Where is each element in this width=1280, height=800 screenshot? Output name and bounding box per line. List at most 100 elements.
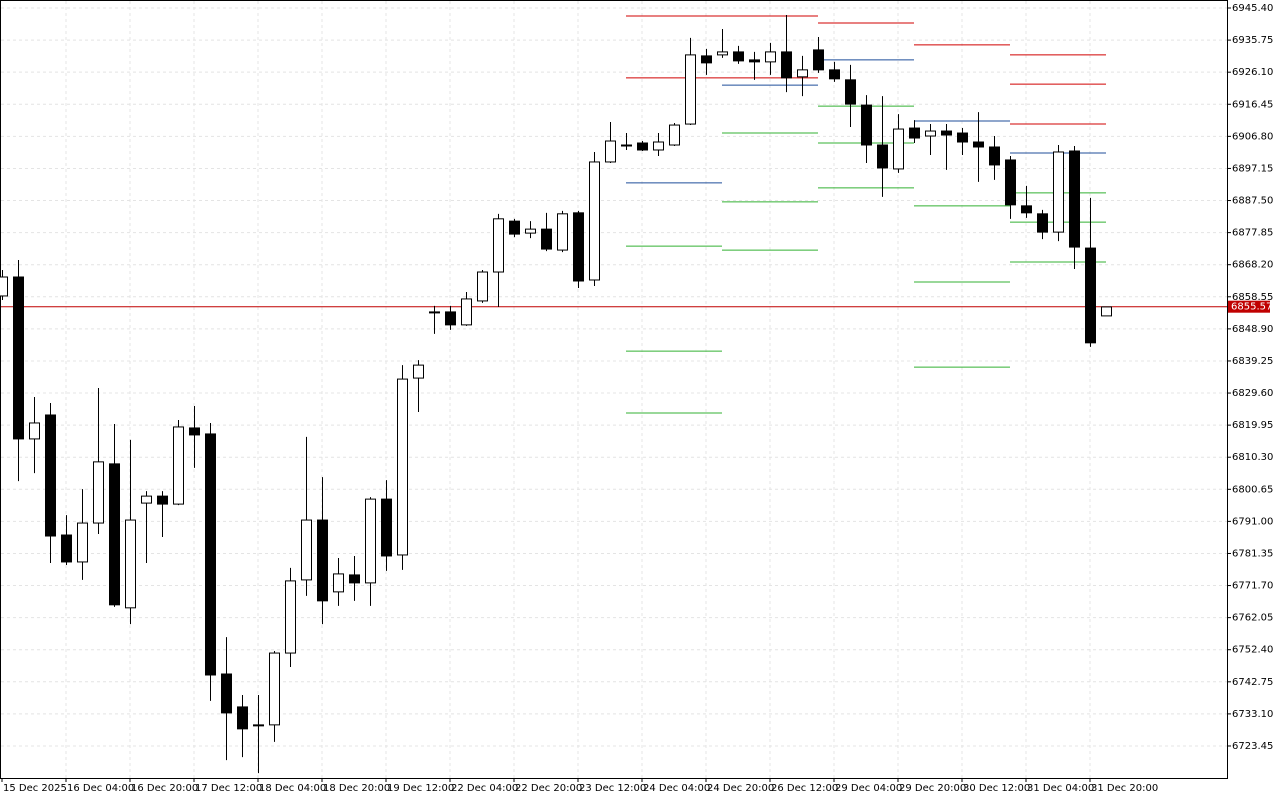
x-tick-label: 23 Dec 12:00 (579, 783, 646, 794)
candle-body (493, 218, 504, 273)
current-price-label: 6855.57 (1231, 302, 1272, 313)
candle-body (941, 130, 952, 136)
x-tick-label: 24 Dec 04:00 (643, 783, 710, 794)
candle-body (509, 220, 520, 235)
candle-body (637, 142, 648, 151)
x-tick-label: 18 Dec 20:00 (323, 783, 390, 794)
x-tick-label: 31 Dec 04:00 (1027, 783, 1094, 794)
candle-body (61, 534, 72, 563)
candle-body (861, 104, 872, 146)
y-tick-label: 6877.85 (1232, 228, 1273, 239)
current-price-tag (1228, 300, 1270, 313)
candle-body (0, 276, 8, 297)
candle-body (381, 498, 392, 557)
y-tick-label: 6771.70 (1232, 581, 1273, 592)
x-tick-label: 19 Dec 12:00 (387, 783, 454, 794)
candle-body (557, 213, 568, 251)
candle-body (253, 724, 264, 727)
candle-body (717, 51, 728, 56)
candle-body (989, 146, 1000, 166)
y-tick-label: 6848.90 (1232, 324, 1273, 335)
y-tick-label: 6868.20 (1232, 260, 1273, 271)
candle-body (109, 463, 120, 606)
candle-body (925, 130, 936, 137)
y-tick-label: 6781.35 (1232, 548, 1273, 559)
x-tick-label: 29 Dec 20:00 (899, 783, 966, 794)
candle-body (141, 495, 152, 504)
candle-body (477, 271, 488, 302)
candle-body (461, 298, 472, 326)
candle-body (877, 144, 888, 169)
candle-body (733, 51, 744, 62)
x-tick-label: 17 Dec 12:00 (195, 783, 262, 794)
candle-body (1037, 213, 1048, 233)
candle-body (605, 140, 616, 163)
candle-body (413, 364, 424, 379)
candle-body (829, 69, 840, 80)
y-tick-label: 6742.75 (1232, 677, 1273, 688)
candle-body (429, 311, 440, 314)
y-tick-label: 6800.65 (1232, 484, 1273, 495)
y-tick-label: 6752.40 (1232, 645, 1273, 656)
y-tick-label: 6935.75 (1232, 35, 1273, 46)
candle-body (77, 522, 88, 563)
y-tick-label: 6916.45 (1232, 99, 1273, 110)
candle-body (781, 51, 792, 79)
candle-body (685, 54, 696, 125)
candle-body (797, 69, 808, 78)
x-tick-label: 18 Dec 04:00 (259, 783, 326, 794)
y-tick-label: 6733.10 (1232, 709, 1273, 720)
candle-body (701, 55, 712, 64)
candle-body (173, 426, 184, 505)
y-tick-label: 6906.80 (1232, 131, 1273, 142)
candle-body (1069, 150, 1080, 248)
x-tick-label: 16 Dec 20:00 (131, 783, 198, 794)
candle-body (397, 378, 408, 556)
x-tick-label: 30 Dec 12:00 (963, 783, 1030, 794)
candle-body (221, 673, 232, 714)
x-tick-label: 29 Dec 04:00 (835, 783, 902, 794)
candle-body (93, 461, 104, 524)
candle-body (333, 573, 344, 593)
candle-body (29, 422, 40, 440)
y-tick-label: 6887.50 (1232, 196, 1273, 207)
candle-body (269, 652, 280, 726)
x-tick-label: 24 Dec 20:00 (707, 783, 774, 794)
candle-body (653, 141, 664, 151)
candle-body (1005, 159, 1016, 206)
x-tick-label: 26 Dec 12:00 (771, 783, 838, 794)
candle-body (125, 519, 136, 609)
candle-body (749, 59, 760, 63)
candle-body (365, 498, 376, 584)
candle-body (189, 427, 200, 436)
y-tick-label: 6829.60 (1232, 388, 1273, 399)
y-tick-label: 6858.55 (1232, 292, 1273, 303)
x-tick-label: 15 Dec 2025 (3, 783, 67, 794)
candle-body (765, 51, 776, 63)
candle-body (1101, 306, 1112, 317)
candle-body (205, 433, 216, 676)
candle-body (1021, 205, 1032, 214)
y-tick-label: 6926.10 (1232, 67, 1273, 78)
candle-body (1053, 151, 1064, 233)
x-tick-label: 22 Dec 20:00 (515, 783, 582, 794)
candle-body (349, 574, 360, 584)
y-tick-label: 6839.25 (1232, 356, 1273, 367)
candle-body (589, 161, 600, 281)
candle-body (1085, 247, 1096, 344)
candle-body (445, 311, 456, 326)
candle-body (973, 141, 984, 148)
candle-body (893, 128, 904, 170)
candle-body (573, 212, 584, 282)
candle-body (237, 706, 248, 730)
candle-body (845, 79, 856, 105)
candle-body (909, 127, 920, 139)
candle-body (301, 519, 312, 581)
x-tick-label: 22 Dec 04:00 (451, 783, 518, 794)
y-tick-label: 6945.40 (1232, 3, 1273, 14)
y-tick-label: 6791.00 (1232, 516, 1273, 527)
candle-body (285, 580, 296, 654)
plot-frame (0, 0, 1228, 779)
candle-body (669, 124, 680, 146)
